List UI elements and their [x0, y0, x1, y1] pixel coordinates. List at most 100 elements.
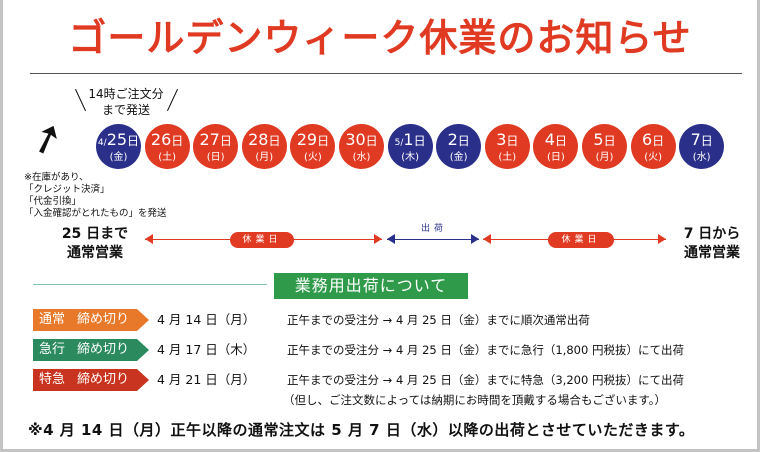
- cutoff-note-line2: まで発送: [101, 103, 150, 117]
- day-unit: 日: [127, 134, 140, 148]
- day-circle: 3日 (土): [484, 124, 530, 169]
- day-circle: 27日 (日): [193, 124, 239, 169]
- day-number: 5/1日: [388, 131, 433, 152]
- stock-note: ※在庫があり、 「クレジット決済」 「代金引換」 「入金確認がとれたもの」を発送: [24, 172, 167, 220]
- day-circle: 30日 (水): [339, 124, 384, 169]
- cutoff-note: 14時ご注文分 まで発送: [86, 86, 166, 118]
- day-value: 7: [690, 130, 701, 149]
- day-value: 4: [544, 130, 555, 149]
- arrow-left-icon: [483, 234, 491, 244]
- tag-kind: 急行: [39, 342, 66, 357]
- day-unit: 日: [554, 134, 567, 148]
- weekday-label: (金): [109, 152, 128, 163]
- day-unit: 日: [506, 134, 519, 148]
- divider: [30, 73, 742, 74]
- arrow-right-icon: [658, 234, 666, 244]
- day-unit: 日: [603, 134, 616, 148]
- day-value: 29: [296, 130, 318, 149]
- weekday-label: (日): [546, 152, 565, 163]
- weekday-label: (水): [692, 152, 711, 163]
- day-value: 27: [199, 130, 220, 149]
- day-value: 3: [496, 130, 507, 149]
- deadline-date: 4 月 17 日（木）: [157, 342, 256, 357]
- day-unit: 日: [219, 134, 232, 148]
- page-title: ゴールデンウィーク休業のお知らせ: [68, 16, 692, 60]
- weekday-label: (土): [158, 152, 176, 163]
- day-value: 2: [447, 130, 458, 149]
- day-circle: 28日 (月): [241, 124, 287, 169]
- holiday-label-1: 休業日: [230, 232, 294, 248]
- weekday-label: (木): [401, 152, 419, 163]
- day-unit: 日: [268, 134, 281, 148]
- arrow-right-icon: [471, 234, 479, 244]
- weekday-label: (火): [303, 152, 322, 163]
- day-unit: 日: [171, 134, 184, 148]
- weekday-label: (日): [206, 152, 225, 163]
- shipping-desc: 正午までの受注分 → 4 月 25 日（金）までに急行（1,800 円税抜）にて…: [287, 343, 684, 357]
- day-value: 28: [248, 130, 269, 149]
- arrow-right-icon: [374, 234, 382, 244]
- ship-label: 出荷: [421, 224, 448, 234]
- deadline-tag: 急行 締め切り: [33, 339, 149, 361]
- ship-range: [387, 234, 479, 244]
- day-unit: 日: [700, 134, 713, 148]
- holiday-label-2: 休業日: [548, 232, 614, 248]
- day-value: 26: [150, 130, 172, 149]
- weekday-label: (月): [595, 152, 614, 163]
- footer-note: ※4 月 14 日（月）正午以降の通常注文は 5 月 7 日（水）以降の出荷とさ…: [28, 421, 695, 439]
- day-unit: 日: [652, 134, 665, 148]
- day-number: 5日: [582, 131, 627, 152]
- day-number: 29日: [290, 131, 335, 152]
- day-circle: 5/1日 (木): [387, 124, 433, 169]
- day-number: 28日: [242, 131, 287, 152]
- day-circle: 29日 (火): [290, 124, 336, 169]
- day-unit: 日: [457, 134, 470, 148]
- day-number: 4日: [533, 131, 578, 152]
- right-side-line2: 通常営業: [684, 245, 740, 261]
- day-number: 7日: [679, 131, 724, 152]
- day-circle: 7日 (水): [679, 124, 725, 169]
- tag-label: 締め切り: [77, 342, 130, 357]
- right-side-line1: 7 日から: [683, 226, 741, 242]
- left-side-line2: 通常営業: [67, 245, 123, 261]
- day-number: 4/25日: [96, 131, 141, 152]
- tag-label: 締め切り: [77, 312, 130, 327]
- arrow-left-icon: [387, 234, 395, 244]
- left-side-line1: 25 日まで: [61, 226, 129, 242]
- day-value: 6: [641, 130, 653, 149]
- weekday-label: (水): [352, 152, 371, 163]
- shipping-desc: 正午までの受注分 → 4 月 25 日（金）までに順次通常出荷: [287, 313, 590, 327]
- day-circle: 26日 (土): [144, 124, 190, 169]
- stock-note-line: 「入金確認がとれたもの」を発送: [24, 208, 167, 219]
- tag-kind: 特急: [39, 372, 66, 387]
- day-circle: 2日 (金): [436, 124, 482, 169]
- day-number: 6日: [631, 131, 676, 152]
- day-number: 2日: [436, 131, 481, 152]
- weekday-label: (火): [644, 152, 662, 163]
- shipping-row-express: 急行 締め切り 4 月 17 日（木） 正午までの受注分 → 4 月 25 日（金…: [33, 339, 753, 361]
- day-unit: 日: [365, 134, 378, 148]
- weekday-label: (土): [498, 152, 517, 163]
- weekday-label: (月): [255, 152, 274, 163]
- tag-kind: 通常: [39, 312, 66, 327]
- day-number: 27日: [193, 131, 238, 152]
- tag-label: 締め切り: [77, 372, 130, 387]
- day-unit: 日: [413, 134, 426, 148]
- day-value: 5: [593, 130, 604, 149]
- day-number: 3日: [485, 131, 530, 152]
- cutoff-note-line1: 14時ご注文分: [88, 87, 164, 101]
- day-number: 26日: [145, 131, 190, 152]
- deadline-tag: 通常 締め切り: [33, 309, 149, 331]
- day-number: 30日: [339, 131, 384, 152]
- stock-note-line: ※在庫があり、: [24, 172, 89, 183]
- day-circle: 4日 (日): [533, 124, 579, 169]
- right-normal-business: 7 日から 通常営業: [672, 225, 752, 263]
- section-title: 業務用出荷について: [274, 273, 468, 299]
- deadline-date: 4 月 14 日（月）: [157, 312, 256, 327]
- arrow-left-icon: [145, 234, 153, 244]
- month-label: 5/: [394, 138, 404, 148]
- shipping-desc: 正午までの受注分 → 4 月 25 日（金）までに特急（3,200 円税抜）にて…: [287, 373, 684, 387]
- deadline-date: 4 月 21 日（月）: [157, 372, 256, 387]
- day-value: 1: [403, 130, 414, 149]
